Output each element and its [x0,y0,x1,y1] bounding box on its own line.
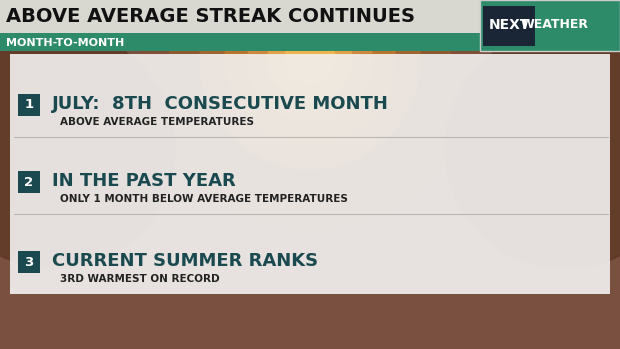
Text: 3RD WARMEST ON RECORD: 3RD WARMEST ON RECORD [60,274,219,284]
Text: ONLY 1 MONTH BELOW AVERAGE TEMPERATURES: ONLY 1 MONTH BELOW AVERAGE TEMPERATURES [60,194,348,204]
FancyBboxPatch shape [18,94,40,116]
Text: ABOVE AVERAGE STREAK CONTINUES: ABOVE AVERAGE STREAK CONTINUES [6,7,415,27]
FancyBboxPatch shape [10,54,610,294]
Circle shape [0,29,175,269]
FancyBboxPatch shape [0,33,480,51]
Circle shape [285,34,335,84]
Circle shape [200,0,420,169]
FancyBboxPatch shape [18,171,40,193]
FancyBboxPatch shape [18,251,40,273]
Circle shape [445,29,620,269]
FancyBboxPatch shape [483,6,535,46]
Text: 1: 1 [24,98,33,111]
Text: MONTH-TO-MONTH: MONTH-TO-MONTH [6,38,124,48]
Circle shape [225,0,395,144]
FancyBboxPatch shape [480,0,620,51]
Text: JULY:  8TH  CONSECUTIVE MONTH: JULY: 8TH CONSECUTIVE MONTH [52,95,389,113]
FancyBboxPatch shape [0,0,620,33]
Circle shape [170,0,450,199]
Circle shape [268,17,352,101]
Text: 2: 2 [24,176,33,188]
Circle shape [248,0,372,121]
Text: WEATHER: WEATHER [521,18,589,31]
Text: ABOVE AVERAGE TEMPERATURES: ABOVE AVERAGE TEMPERATURES [60,117,254,127]
Text: 3: 3 [24,255,33,268]
Text: CURRENT SUMMER RANKS: CURRENT SUMMER RANKS [52,252,318,270]
Circle shape [140,0,480,229]
Text: NEXT: NEXT [489,18,529,32]
Text: IN THE PAST YEAR: IN THE PAST YEAR [52,172,236,190]
